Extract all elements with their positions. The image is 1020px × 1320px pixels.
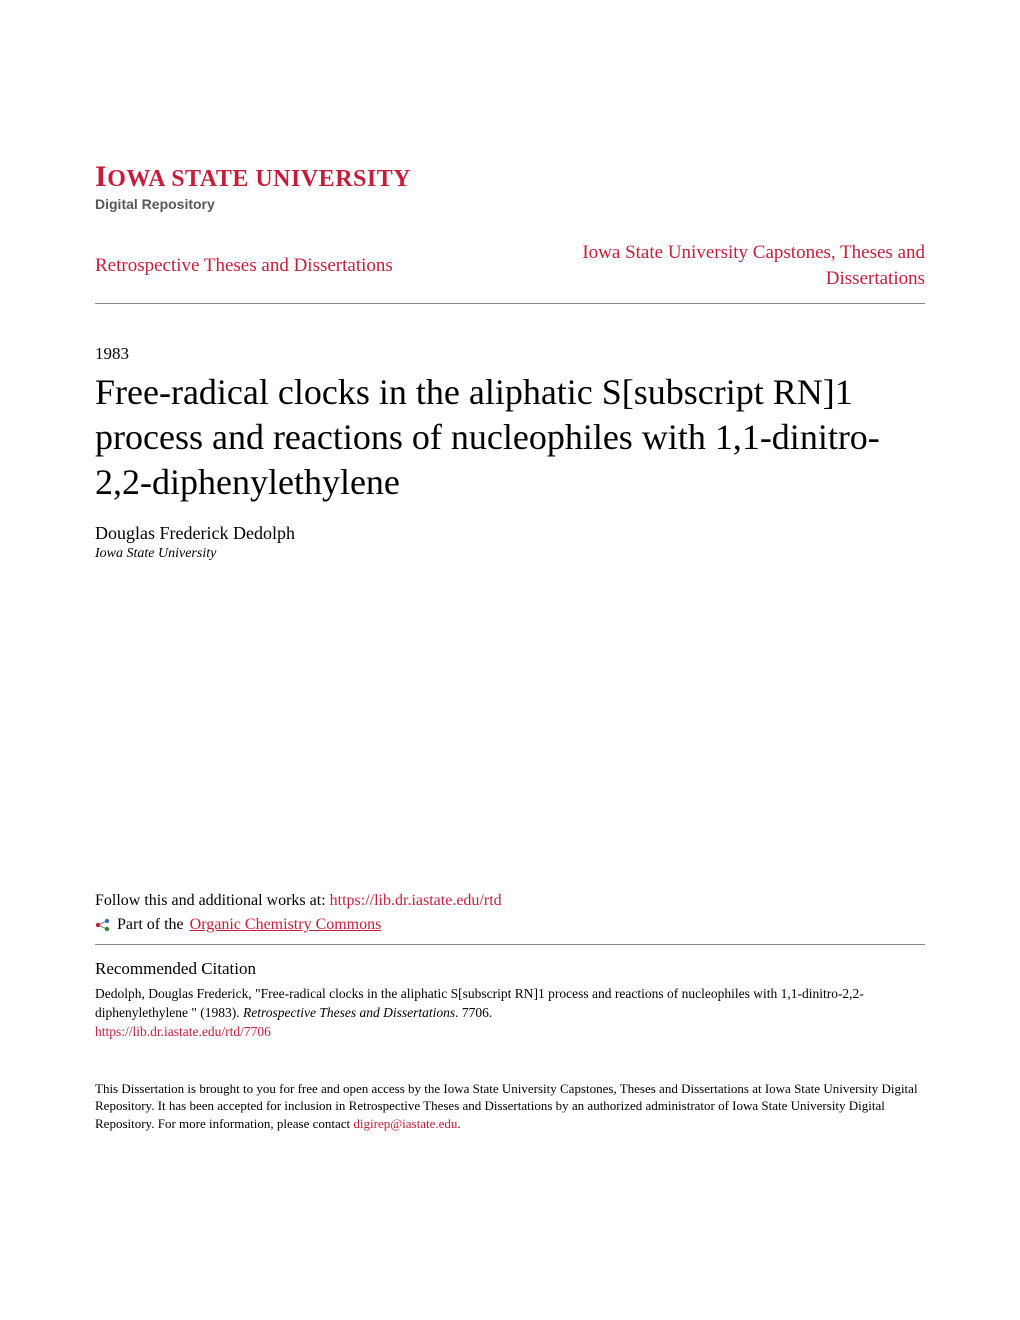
- document-title: Free-radical clocks in the aliphatic S[s…: [95, 370, 925, 505]
- collection-header-row: Retrospective Theses and Dissertations I…: [95, 240, 925, 304]
- part-of-line: Part of the Organic Chemistry Commons: [95, 916, 925, 945]
- partof-prefix: Part of the: [117, 916, 184, 934]
- follow-works-line: Follow this and additional works at: htt…: [95, 892, 925, 910]
- spacer: [95, 562, 925, 892]
- commons-link[interactable]: Organic Chemistry Commons: [190, 916, 382, 934]
- publication-year: 1983: [95, 344, 925, 364]
- citation-part-2: . 7706.: [455, 1005, 492, 1020]
- citation-heading: Recommended Citation: [95, 959, 925, 979]
- author-name: Douglas Frederick Dedolph: [95, 523, 925, 544]
- parent-collection-link[interactable]: Iowa State University Capstones, Theses …: [565, 240, 925, 291]
- wordmark-initial: I: [95, 160, 107, 193]
- citation-text: Dedolph, Douglas Frederick, "Free-radica…: [95, 985, 925, 1021]
- disclaimer-text: This Dissertation is brought to you for …: [95, 1081, 918, 1131]
- network-icon: [95, 917, 111, 933]
- repository-logo: IOWA STATE UNIVERSITY Digital Repository: [95, 160, 925, 212]
- collection-url-link[interactable]: https://lib.dr.iastate.edu/rtd: [330, 892, 502, 909]
- citation-url-link[interactable]: https://lib.dr.iastate.edu/rtd/7706: [95, 1024, 925, 1040]
- author-affiliation: Iowa State University: [95, 546, 925, 562]
- contact-email-link[interactable]: digirep@iastate.edu: [353, 1116, 457, 1131]
- collection-link[interactable]: Retrospective Theses and Dissertations: [95, 255, 393, 277]
- repository-subline: Digital Repository: [95, 196, 925, 212]
- citation-series-title: Retrospective Theses and Dissertations: [243, 1005, 455, 1020]
- wordmark-rest: OWA STATE UNIVERSITY: [107, 166, 411, 192]
- disclaimer-suffix: .: [457, 1116, 460, 1131]
- access-disclaimer: This Dissertation is brought to you for …: [95, 1080, 925, 1133]
- follow-prefix: Follow this and additional works at:: [95, 892, 330, 909]
- university-wordmark: IOWA STATE UNIVERSITY: [95, 160, 925, 194]
